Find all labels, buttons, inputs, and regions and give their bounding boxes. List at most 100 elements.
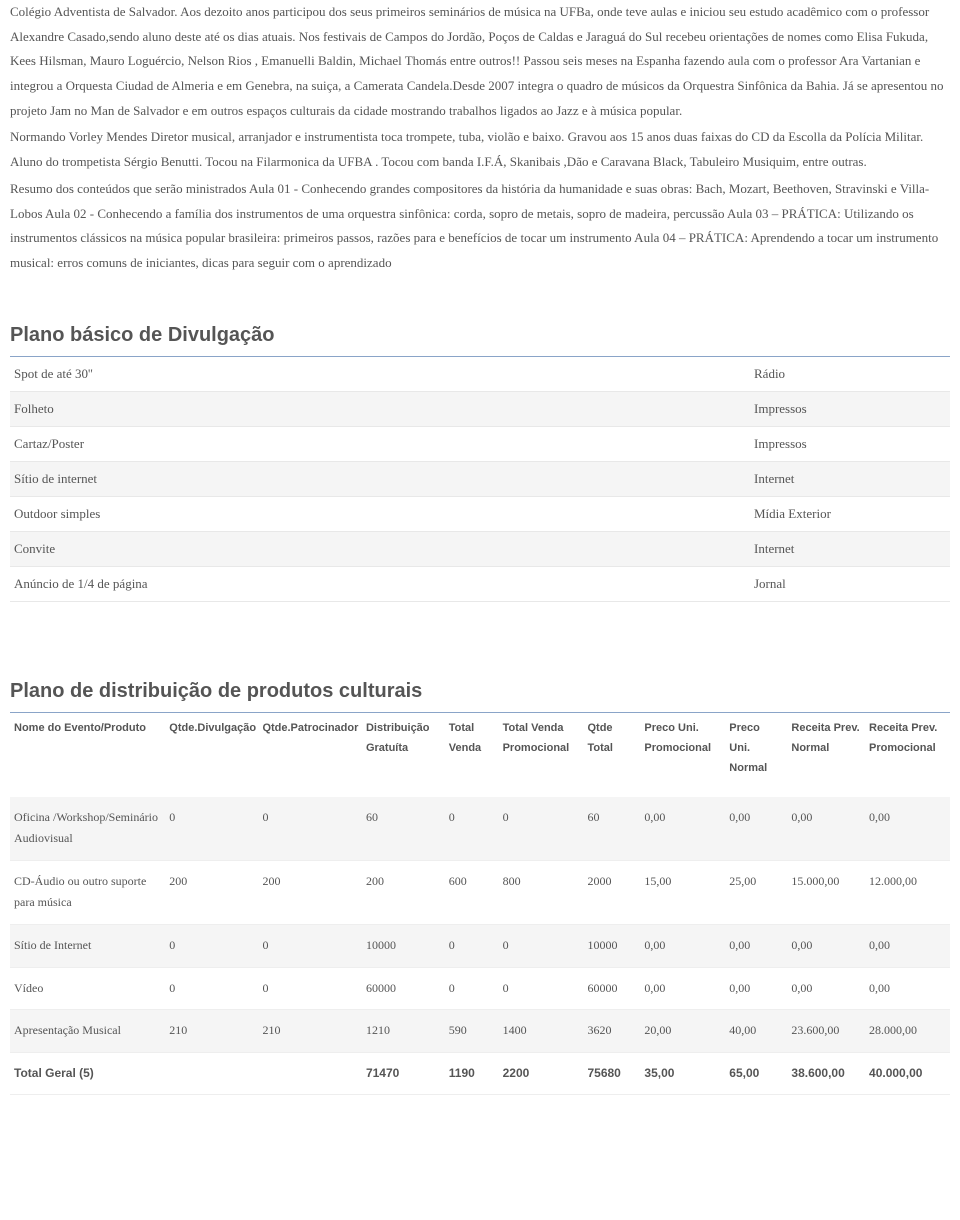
column-header: Total Venda <box>445 713 499 796</box>
divulgacao-tipo: Internet <box>750 532 950 567</box>
divulgacao-item: Cartaz/Poster <box>10 426 750 461</box>
table-cell: 65,00 <box>725 1052 787 1095</box>
table-cell: 0 <box>445 797 499 861</box>
table-row: Outdoor simplesMídia Exterior <box>10 496 950 531</box>
table-cell: 35,00 <box>640 1052 725 1095</box>
table-cell: 2200 <box>499 1052 584 1095</box>
table-cell: 0,00 <box>640 924 725 967</box>
table-cell: 0,00 <box>787 924 865 967</box>
divulgacao-item: Spot de até 30'' <box>10 357 750 392</box>
table-cell: 0,00 <box>725 924 787 967</box>
table-cell: 38.600,00 <box>787 1052 865 1095</box>
table-cell: 0 <box>445 967 499 1010</box>
table-cell: 200 <box>165 860 258 924</box>
table-cell: 0 <box>258 924 362 967</box>
table-cell: 15,00 <box>640 860 725 924</box>
table-cell: 75680 <box>583 1052 640 1095</box>
distribuicao-title: Plano de distribuição de produtos cultur… <box>10 672 950 713</box>
table-cell: 40,00 <box>725 1010 787 1053</box>
column-header: Nome do Evento/Produto <box>10 713 165 796</box>
table-cell: 28.000,00 <box>865 1010 950 1053</box>
total-row: Total Geral (5)71470119022007568035,0065… <box>10 1052 950 1095</box>
table-cell: 12.000,00 <box>865 860 950 924</box>
table-cell: 600 <box>445 860 499 924</box>
table-cell: 1190 <box>445 1052 499 1095</box>
divulgacao-item: Outdoor simples <box>10 496 750 531</box>
divulgacao-item: Anúncio de 1/4 de página <box>10 567 750 602</box>
table-cell: 0 <box>258 797 362 861</box>
table-cell: 0,00 <box>865 797 950 861</box>
table-cell: Sítio de Internet <box>10 924 165 967</box>
table-cell: 0 <box>258 967 362 1010</box>
table-cell: 1210 <box>362 1010 445 1053</box>
table-cell: 590 <box>445 1010 499 1053</box>
table-cell: 60 <box>583 797 640 861</box>
table-row: Vídeo006000000600000,000,000,000,00 <box>10 967 950 1010</box>
table-row: Oficina /Workshop/Seminário Audiovisual0… <box>10 797 950 861</box>
table-cell: 20,00 <box>640 1010 725 1053</box>
divulgacao-tipo: Impressos <box>750 391 950 426</box>
table-cell: Vídeo <box>10 967 165 1010</box>
table-cell: 0,00 <box>725 967 787 1010</box>
column-header: Distribuição Gratuíta <box>362 713 445 796</box>
table-cell: 0 <box>499 924 584 967</box>
table-row: Anúncio de 1/4 de páginaJornal <box>10 567 950 602</box>
table-cell: 800 <box>499 860 584 924</box>
table-cell: 0,00 <box>725 797 787 861</box>
divulgacao-item: Folheto <box>10 391 750 426</box>
table-cell: CD-Áudio ou outro suporte para música <box>10 860 165 924</box>
column-header: Preco Uni. Promocional <box>640 713 725 796</box>
table-cell: 0,00 <box>787 967 865 1010</box>
table-cell: 60000 <box>362 967 445 1010</box>
table-cell: 210 <box>258 1010 362 1053</box>
paragraph: Colégio Adventista de Salvador. Aos dezo… <box>10 0 950 123</box>
divulgacao-item: Convite <box>10 532 750 567</box>
table-row: Apresentação Musical21021012105901400362… <box>10 1010 950 1053</box>
table-cell: 0 <box>165 967 258 1010</box>
table-cell: 0,00 <box>865 924 950 967</box>
table-cell: 200 <box>362 860 445 924</box>
table-cell: 1400 <box>499 1010 584 1053</box>
table-row: FolhetoImpressos <box>10 391 950 426</box>
table-row: CD-Áudio ou outro suporte para música200… <box>10 860 950 924</box>
paragraph: Resumo dos conteúdos que serão ministrad… <box>10 177 950 276</box>
table-cell: 0 <box>499 967 584 1010</box>
table-cell: 0 <box>165 797 258 861</box>
table-cell: 10000 <box>362 924 445 967</box>
table-cell: 200 <box>258 860 362 924</box>
table-cell: 0,00 <box>640 797 725 861</box>
table-cell <box>165 1052 258 1095</box>
column-header: Receita Prev. Promocional <box>865 713 950 796</box>
divulgacao-tipo: Rádio <box>750 357 950 392</box>
divulgacao-tipo: Internet <box>750 461 950 496</box>
table-cell: 71470 <box>362 1052 445 1095</box>
table-cell: 0,00 <box>787 797 865 861</box>
table-row: Cartaz/PosterImpressos <box>10 426 950 461</box>
table-cell: 3620 <box>583 1010 640 1053</box>
divulgacao-item: Sítio de internet <box>10 461 750 496</box>
table-cell: 0,00 <box>865 967 950 1010</box>
table-cell: 60000 <box>583 967 640 1010</box>
table-cell: Oficina /Workshop/Seminário Audiovisual <box>10 797 165 861</box>
divulgacao-tipo: Impressos <box>750 426 950 461</box>
table-cell: 23.600,00 <box>787 1010 865 1053</box>
table-row: Sítio de Internet001000000100000,000,000… <box>10 924 950 967</box>
table-cell: 15.000,00 <box>787 860 865 924</box>
table-cell: 2000 <box>583 860 640 924</box>
table-cell: 40.000,00 <box>865 1052 950 1095</box>
divulgacao-tipo: Mídia Exterior <box>750 496 950 531</box>
body-text: Colégio Adventista de Salvador. Aos dezo… <box>10 0 950 276</box>
table-cell: 0 <box>499 797 584 861</box>
paragraph: Normando Vorley Mendes Diretor musical, … <box>10 125 950 174</box>
column-header: Total Venda Promocional <box>499 713 584 796</box>
column-header: Qtde.Patrocinador <box>258 713 362 796</box>
table-row: Sítio de internetInternet <box>10 461 950 496</box>
table-cell: Apresentação Musical <box>10 1010 165 1053</box>
divulgacao-tipo: Jornal <box>750 567 950 602</box>
table-row: Spot de até 30''Rádio <box>10 357 950 392</box>
column-header: Qtde.Divulgação <box>165 713 258 796</box>
table-row: ConviteInternet <box>10 532 950 567</box>
table-cell <box>258 1052 362 1095</box>
table-cell: 25,00 <box>725 860 787 924</box>
column-header: Qtde Total <box>583 713 640 796</box>
